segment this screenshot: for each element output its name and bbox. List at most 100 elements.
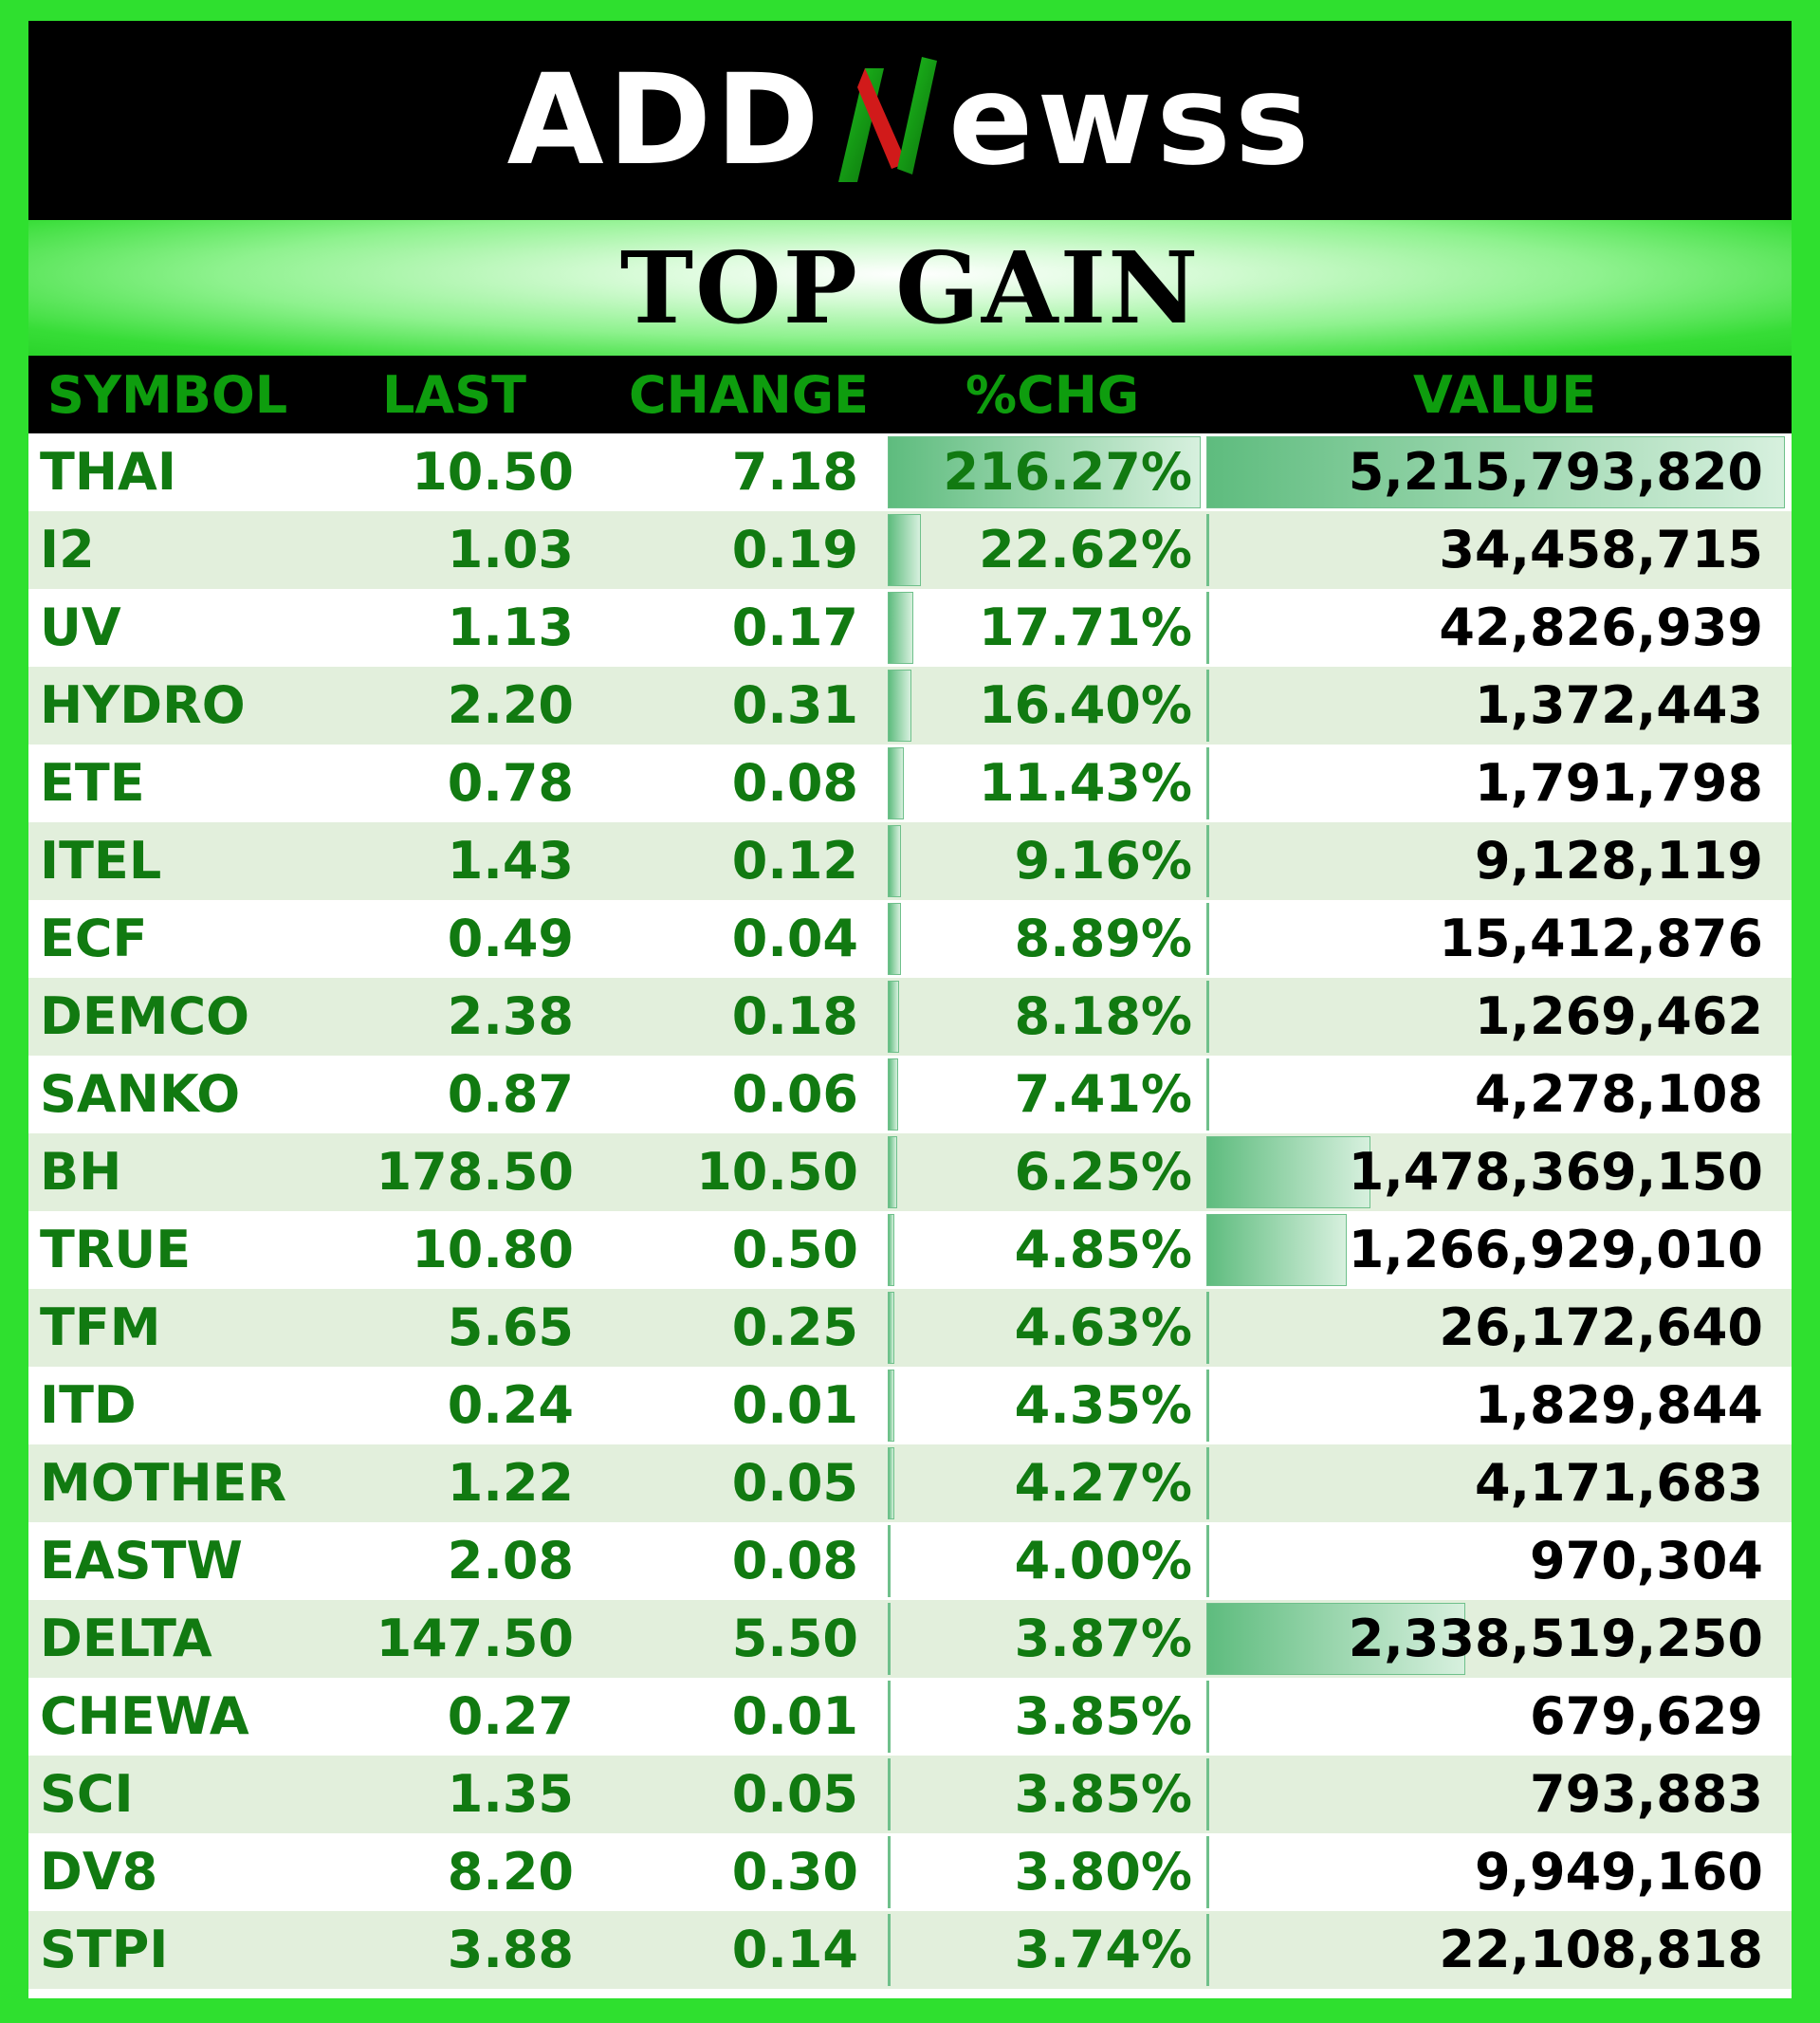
symbol-cell: ECF bbox=[40, 909, 148, 968]
table-row: CHEWA 0.27 0.01 3.85% 679,629 bbox=[28, 1678, 1792, 1756]
last-cell: 178.50 bbox=[376, 1142, 574, 1202]
last-cell: 2.38 bbox=[447, 986, 574, 1046]
change-cell: 0.06 bbox=[731, 1064, 858, 1124]
pct-change-cell: 4.00% bbox=[1014, 1531, 1192, 1591]
value-databar bbox=[1206, 592, 1209, 664]
pct-change-databar bbox=[888, 514, 921, 586]
logo-text-left: ADD bbox=[506, 47, 823, 193]
table-row: ITEL 1.43 0.12 9.16% 9,128,119 bbox=[28, 822, 1792, 900]
value-databar bbox=[1206, 1914, 1209, 1986]
table-row: UV 1.13 0.17 17.71% 42,826,939 bbox=[28, 589, 1792, 667]
pct-change-cell: 4.27% bbox=[1014, 1453, 1192, 1513]
last-cell: 3.88 bbox=[447, 1920, 574, 1979]
symbol-cell: SANKO bbox=[40, 1064, 241, 1124]
symbol-cell: EASTW bbox=[40, 1531, 243, 1591]
table-row: DV8 8.20 0.30 3.80% 9,949,160 bbox=[28, 1833, 1792, 1911]
value-databar bbox=[1206, 1292, 1209, 1364]
symbol-cell: ETE bbox=[40, 753, 145, 813]
pct-change-databar bbox=[888, 1525, 891, 1597]
last-cell: 2.08 bbox=[447, 1531, 574, 1591]
pct-change-databar bbox=[888, 1836, 891, 1908]
table-row: ETE 0.78 0.08 11.43% 1,791,798 bbox=[28, 745, 1792, 822]
logo-text-right: ewss bbox=[947, 47, 1314, 193]
pct-change-cell: 11.43% bbox=[979, 753, 1192, 813]
last-cell: 0.87 bbox=[447, 1064, 574, 1124]
pct-change-cell: 3.87% bbox=[1014, 1609, 1192, 1668]
pct-change-databar bbox=[888, 1914, 891, 1986]
value-cell: 1,266,929,010 bbox=[1348, 1220, 1763, 1279]
change-cell: 0.19 bbox=[731, 520, 858, 579]
value-cell: 793,883 bbox=[1530, 1764, 1763, 1824]
last-cell: 10.80 bbox=[412, 1220, 574, 1279]
value-cell: 9,128,119 bbox=[1474, 831, 1763, 891]
symbol-cell: TFM bbox=[40, 1297, 161, 1357]
symbol-cell: THAI bbox=[40, 442, 176, 502]
value-cell: 26,172,640 bbox=[1439, 1297, 1763, 1357]
change-cell: 0.50 bbox=[731, 1220, 858, 1279]
pct-change-cell: 216.27% bbox=[943, 442, 1193, 502]
pct-change-databar bbox=[888, 1136, 897, 1208]
pct-change-cell: 4.35% bbox=[1014, 1375, 1192, 1435]
value-databar bbox=[1206, 825, 1209, 897]
symbol-cell: STPI bbox=[40, 1920, 169, 1979]
pct-change-databar bbox=[888, 1058, 898, 1131]
table-row: TFM 5.65 0.25 4.63% 26,172,640 bbox=[28, 1289, 1792, 1367]
header-symbol: SYMBOL bbox=[47, 365, 288, 425]
symbol-cell: UV bbox=[40, 598, 121, 657]
change-cell: 0.17 bbox=[731, 598, 858, 657]
last-cell: 1.03 bbox=[447, 520, 574, 579]
pct-change-databar bbox=[888, 1292, 894, 1364]
table-header: SYMBOL LAST CHANGE %CHG VALUE bbox=[28, 356, 1792, 433]
change-cell: 0.30 bbox=[731, 1842, 858, 1902]
value-databar bbox=[1206, 747, 1209, 819]
pct-change-cell: 9.16% bbox=[1014, 831, 1192, 891]
table-row: HYDRO 2.20 0.31 16.40% 1,372,443 bbox=[28, 667, 1792, 745]
pct-change-cell: 17.71% bbox=[979, 598, 1192, 657]
symbol-cell: HYDRO bbox=[40, 675, 246, 735]
change-cell: 10.50 bbox=[696, 1142, 858, 1202]
table-row: TRUE 10.80 0.50 4.85% 1,266,929,010 bbox=[28, 1211, 1792, 1289]
pct-change-cell: 3.80% bbox=[1014, 1842, 1192, 1902]
table-row: THAI 10.50 7.18 216.27% 5,215,793,820 bbox=[28, 433, 1792, 511]
value-cell: 1,478,369,150 bbox=[1348, 1142, 1763, 1202]
change-cell: 0.05 bbox=[731, 1453, 858, 1513]
change-cell: 0.01 bbox=[731, 1686, 858, 1746]
value-cell: 42,826,939 bbox=[1439, 598, 1763, 657]
table-row: SCI 1.35 0.05 3.85% 793,883 bbox=[28, 1756, 1792, 1833]
symbol-cell: TRUE bbox=[40, 1220, 192, 1279]
value-databar bbox=[1206, 1681, 1209, 1753]
last-cell: 0.49 bbox=[447, 909, 574, 968]
pct-change-databar bbox=[888, 1370, 894, 1442]
title-band: TOP GAIN bbox=[28, 220, 1792, 356]
table-row: BH 178.50 10.50 6.25% 1,478,369,150 bbox=[28, 1133, 1792, 1211]
value-databar bbox=[1206, 1214, 1347, 1286]
table-row: STPI 3.88 0.14 3.74% 22,108,818 bbox=[28, 1911, 1792, 1989]
change-cell: 0.25 bbox=[731, 1297, 858, 1357]
change-cell: 0.14 bbox=[731, 1920, 858, 1979]
logo-n-arrow-icon bbox=[837, 57, 937, 182]
table-row: DELTA 147.50 5.50 3.87% 2,338,519,250 bbox=[28, 1600, 1792, 1678]
pct-change-cell: 8.89% bbox=[1014, 909, 1192, 968]
pct-change-cell: 3.85% bbox=[1014, 1764, 1192, 1824]
change-cell: 0.18 bbox=[731, 986, 858, 1046]
symbol-cell: I2 bbox=[40, 520, 95, 579]
value-cell: 679,629 bbox=[1530, 1686, 1763, 1746]
table-row: ITD 0.24 0.01 4.35% 1,829,844 bbox=[28, 1367, 1792, 1444]
table-row: ECF 0.49 0.04 8.89% 15,412,876 bbox=[28, 900, 1792, 978]
pct-change-cell: 6.25% bbox=[1014, 1142, 1192, 1202]
symbol-cell: CHEWA bbox=[40, 1686, 249, 1746]
value-cell: 1,791,798 bbox=[1474, 753, 1763, 813]
last-cell: 10.50 bbox=[412, 442, 574, 502]
symbol-cell: MOTHER bbox=[40, 1453, 287, 1513]
symbol-cell: DV8 bbox=[40, 1842, 158, 1902]
header-pct-change: %CHG bbox=[965, 365, 1140, 425]
last-cell: 147.50 bbox=[376, 1609, 574, 1668]
value-databar bbox=[1206, 1603, 1465, 1675]
last-cell: 1.13 bbox=[447, 598, 574, 657]
value-databar bbox=[1206, 1058, 1209, 1131]
value-databar bbox=[1206, 1758, 1209, 1830]
pct-change-databar bbox=[888, 670, 911, 742]
addnewss-logo: ADD ewss bbox=[507, 49, 1314, 192]
value-cell: 970,304 bbox=[1530, 1531, 1763, 1591]
change-cell: 0.05 bbox=[731, 1764, 858, 1824]
